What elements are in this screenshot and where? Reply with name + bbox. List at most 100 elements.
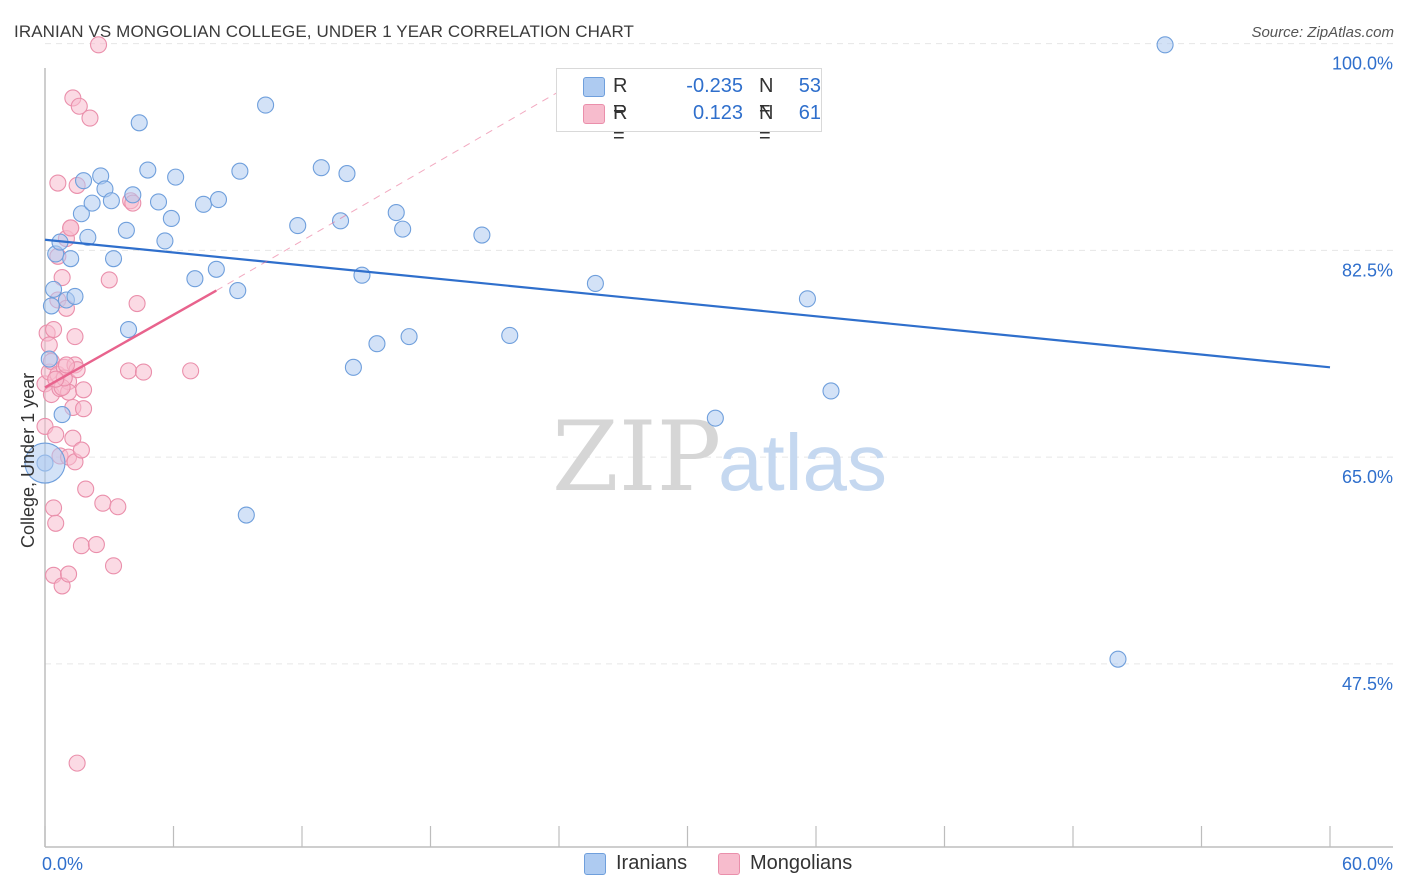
mongolians-point — [47, 426, 65, 444]
legend-swatch-mongolians — [718, 853, 740, 875]
iranians-point — [186, 270, 204, 288]
mongolians-point — [68, 754, 86, 772]
legend-label-mongolians: Mongolians — [750, 852, 853, 874]
x-tick-label: 0.0% — [42, 854, 83, 874]
iranians-point — [66, 287, 84, 306]
mongolians-point — [70, 97, 88, 115]
chart-source: Source: ZipAtlas.com — [1251, 24, 1394, 41]
iranians-point — [130, 114, 148, 132]
iranians-point — [312, 159, 330, 177]
legend-swatch-mongolians — [583, 104, 605, 124]
iranians-point — [387, 204, 405, 222]
mongolians-point — [128, 294, 146, 313]
mongolians-trend-extension — [216, 78, 581, 291]
iranians-point — [117, 221, 135, 239]
iranians-point — [72, 205, 90, 223]
y-axis-label: College, Under 1 year — [18, 372, 38, 548]
mongolians-point — [62, 219, 80, 237]
legend-r-label: R = — [613, 102, 628, 147]
mongolians-point — [75, 400, 93, 418]
mongolians-point — [182, 362, 200, 380]
iranians-point — [368, 335, 386, 353]
iranians-point — [289, 217, 307, 235]
iranians-cluster-point — [24, 442, 66, 484]
legend-r-label: R = — [613, 75, 628, 120]
legend-r-value: 0.123 — [692, 102, 743, 124]
iranians-point — [139, 161, 157, 179]
mongolians-point — [75, 381, 93, 399]
mongolians-point — [72, 441, 90, 459]
mongolians-point — [87, 536, 105, 554]
mongolians-point — [64, 429, 82, 447]
iranians-point — [798, 290, 816, 308]
iranians-point — [162, 209, 180, 228]
legend-n-label: N = — [759, 102, 774, 147]
iranians-point — [83, 194, 101, 212]
mongolians-point — [94, 494, 112, 512]
mongolians-point — [100, 271, 118, 289]
iranians-point — [156, 232, 174, 250]
mongolians-trend-line — [44, 289, 217, 389]
mongolians-point — [104, 557, 123, 575]
iranians-point — [119, 320, 138, 339]
y-tick-label: 100.0% — [1332, 54, 1393, 74]
legend-n-value: 61 — [798, 102, 821, 124]
iranians-point — [344, 358, 362, 376]
iranians-point — [822, 382, 840, 400]
mongolians-point — [72, 537, 90, 555]
iranians-point — [40, 350, 58, 368]
iranians-point — [124, 186, 142, 204]
mongolians-point — [109, 498, 127, 516]
iranians-point — [207, 260, 225, 278]
stats-legend: R = -0.235 N = 53 R = 0.123 N = 61 — [556, 68, 822, 147]
iranians-point — [231, 162, 249, 180]
trend-lines — [44, 78, 1331, 389]
iranians-point — [53, 406, 71, 424]
watermark-atlas: atlas — [718, 418, 887, 507]
mongolians-point — [134, 363, 153, 381]
iranians-point — [338, 165, 356, 183]
mongolians-point — [47, 514, 65, 532]
mongolians-point — [49, 174, 67, 192]
chart-title: IRANIAN VS MONGOLIAN COLLEGE, UNDER 1 YE… — [14, 22, 635, 41]
legend-label-iranians: Iranians — [616, 852, 688, 874]
iranians-point — [257, 96, 275, 114]
iranians-point — [331, 212, 350, 230]
iranians-point — [229, 281, 247, 300]
iranians-point — [501, 326, 519, 344]
mongolians-point — [60, 565, 78, 583]
x-tick-labels: 0.0% 60.0% — [42, 854, 1393, 874]
mongolians-point — [81, 109, 99, 127]
iranians-trend-line — [44, 238, 1331, 369]
iranians-point — [400, 328, 418, 346]
mongolians-point — [66, 328, 84, 346]
iranians-point — [75, 172, 93, 190]
mongolians-point — [77, 480, 95, 498]
iranians-point — [1109, 650, 1127, 668]
iranians-point — [394, 220, 412, 238]
legend-swatch-iranians — [583, 77, 605, 97]
mongolians-point — [89, 36, 108, 54]
watermark: ZIP atlas — [552, 401, 887, 513]
y-tick-label: 47.5% — [1342, 674, 1393, 694]
y-tick-labels: 100.0% 82.5% 65.0% 47.5% — [1332, 54, 1393, 694]
iranians-point — [104, 250, 123, 268]
iranians-point — [237, 506, 255, 524]
mongolians-point — [45, 499, 63, 517]
mongolians-point — [119, 362, 138, 380]
legend-r-value: -0.235 — [686, 75, 743, 97]
iranians-point — [586, 274, 604, 293]
iranians-point — [102, 192, 120, 210]
iranians-point — [167, 168, 185, 186]
mongolians-point — [57, 356, 75, 374]
legend-swatch-iranians — [584, 853, 606, 875]
iranians-point — [62, 250, 80, 268]
iranians-point — [42, 297, 60, 315]
legend-n-label: N = — [759, 75, 774, 120]
iranians-point — [209, 191, 228, 209]
watermark-zip: ZIP — [552, 401, 721, 513]
iranians-point — [149, 193, 168, 211]
mongolians-point — [40, 336, 58, 354]
iranians-point — [706, 409, 724, 427]
